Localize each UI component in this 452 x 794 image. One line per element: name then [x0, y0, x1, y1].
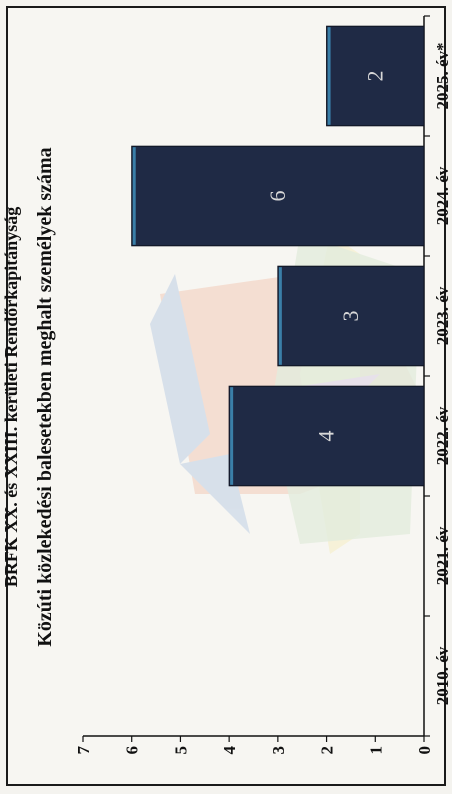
- y-tick-label: 7: [74, 746, 93, 755]
- bar-series: 4 3 6 2: [131, 25, 425, 487]
- x-tick-label: 2021. év: [433, 526, 452, 585]
- bar-highlight: [278, 267, 282, 365]
- x-tick-label: 2025. év*: [433, 42, 452, 109]
- chart-title: Közúti közlekedési balesetekben meghalt …: [34, 147, 56, 646]
- y-tick-label: 4: [220, 746, 239, 755]
- y-axis-ticks: 0 1 2 3 4 5 6 7: [74, 736, 434, 755]
- x-tick-label: 2022. év: [433, 406, 452, 465]
- y-tick-label: 2: [318, 746, 337, 755]
- bar-2022: [228, 385, 425, 487]
- x-tick-label: 2010. év: [433, 646, 452, 705]
- bar-value-label: 3: [338, 311, 363, 322]
- x-tick-label: 2024. év: [433, 166, 452, 225]
- bar-value-label: 4: [314, 431, 339, 442]
- bar-highlight: [230, 387, 234, 485]
- bar-highlight: [327, 27, 331, 125]
- y-tick-label: 3: [269, 746, 288, 755]
- bar-2024: [131, 145, 425, 247]
- bar-value-label: 6: [265, 191, 290, 202]
- bar-value-label: 2: [362, 71, 387, 82]
- bar-2025: [326, 25, 425, 127]
- x-axis-ticks: 2010. év 2021. év 2022. év 2023. év 2024. év…: [424, 15, 452, 737]
- x-tick-label: 2023. év: [433, 286, 452, 345]
- unit-header: BRFK XX. és XXIII. kerületi Rendőrkapitá…: [1, 207, 21, 588]
- y-tick-label: 0: [415, 746, 434, 755]
- bar-2023: [277, 265, 425, 367]
- y-tick-label: 6: [123, 746, 142, 755]
- bar-highlight: [132, 147, 136, 245]
- y-tick-label: 1: [366, 746, 385, 755]
- y-tick-label: 5: [171, 746, 190, 755]
